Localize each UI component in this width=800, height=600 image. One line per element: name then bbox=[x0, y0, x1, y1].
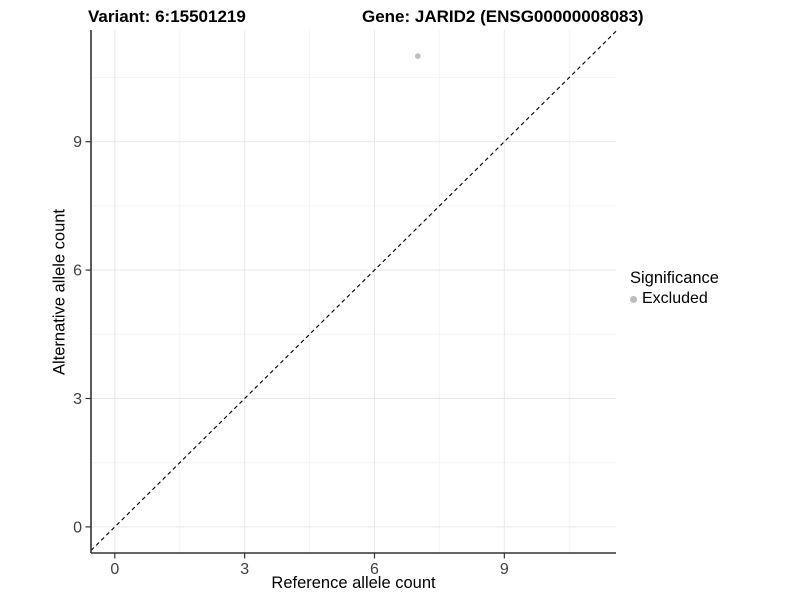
y-tick-label: 3 bbox=[73, 391, 82, 408]
x-tick-label: 6 bbox=[370, 561, 379, 578]
x-tick-label: 9 bbox=[500, 561, 509, 578]
legend-item-excluded: Excluded bbox=[630, 290, 719, 308]
x-tick-label: 3 bbox=[240, 561, 249, 578]
x-tick-label: 0 bbox=[110, 561, 119, 578]
x-axis-title: Reference allele count bbox=[271, 574, 436, 592]
legend-title: Significance bbox=[630, 269, 719, 287]
data-point-excluded bbox=[414, 53, 421, 59]
plot-title-gene: Gene: JARID2 (ENSG00000008083) bbox=[362, 7, 644, 26]
y-axis-title: Alternative allele count bbox=[50, 208, 69, 376]
y-tick-label: 6 bbox=[73, 263, 82, 280]
identity-dashed-line bbox=[90, 30, 617, 551]
y-tick-label: 9 bbox=[73, 134, 82, 151]
legend: Significance Excluded bbox=[630, 269, 719, 308]
legend-item-label: Excluded bbox=[642, 290, 708, 307]
y-tick-label: 0 bbox=[73, 519, 82, 536]
excluded-point-icon bbox=[630, 295, 637, 303]
plot-title-variant: Variant: 6:15501219 bbox=[88, 7, 246, 26]
